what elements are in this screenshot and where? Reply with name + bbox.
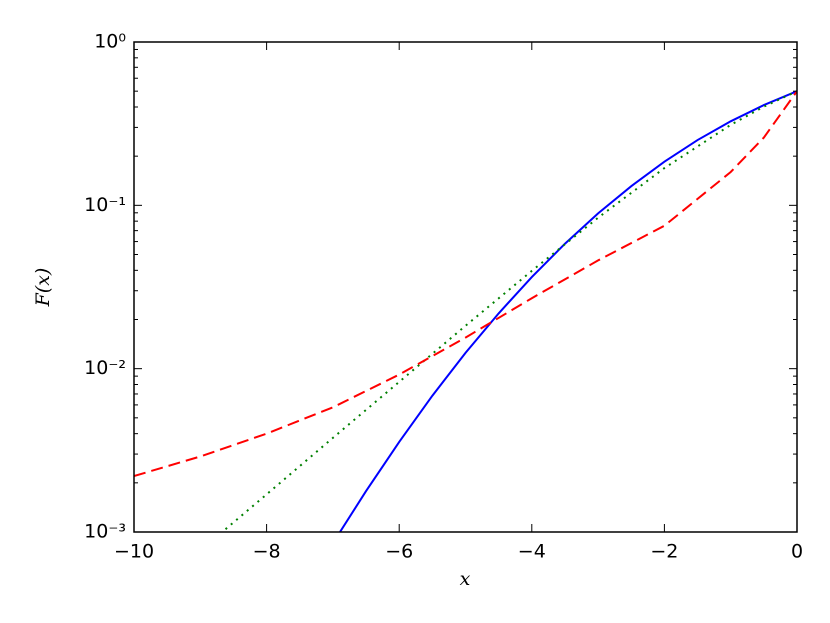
series-line — [338, 90, 797, 532]
series-line — [220, 90, 797, 532]
x-tick-label: −10 — [114, 541, 154, 563]
axes-frame — [133, 41, 798, 533]
x-tick-label: 0 — [791, 541, 803, 563]
x-tick-label: −6 — [385, 541, 413, 563]
y-tick-label: 10⁻¹ — [84, 194, 126, 216]
x-tick-label: −4 — [518, 541, 546, 563]
y-tick-label: 10⁰ — [94, 31, 126, 53]
y-tick-label: 10⁻² — [84, 357, 126, 379]
y-axis-label: F(x) — [32, 268, 54, 308]
y-tick-label: 10⁻³ — [84, 521, 126, 543]
x-axis-label: x — [460, 568, 471, 590]
x-tick-label: −8 — [253, 541, 281, 563]
plot-area — [134, 90, 797, 532]
series-line — [134, 90, 797, 478]
x-tick-label: −2 — [650, 541, 678, 563]
